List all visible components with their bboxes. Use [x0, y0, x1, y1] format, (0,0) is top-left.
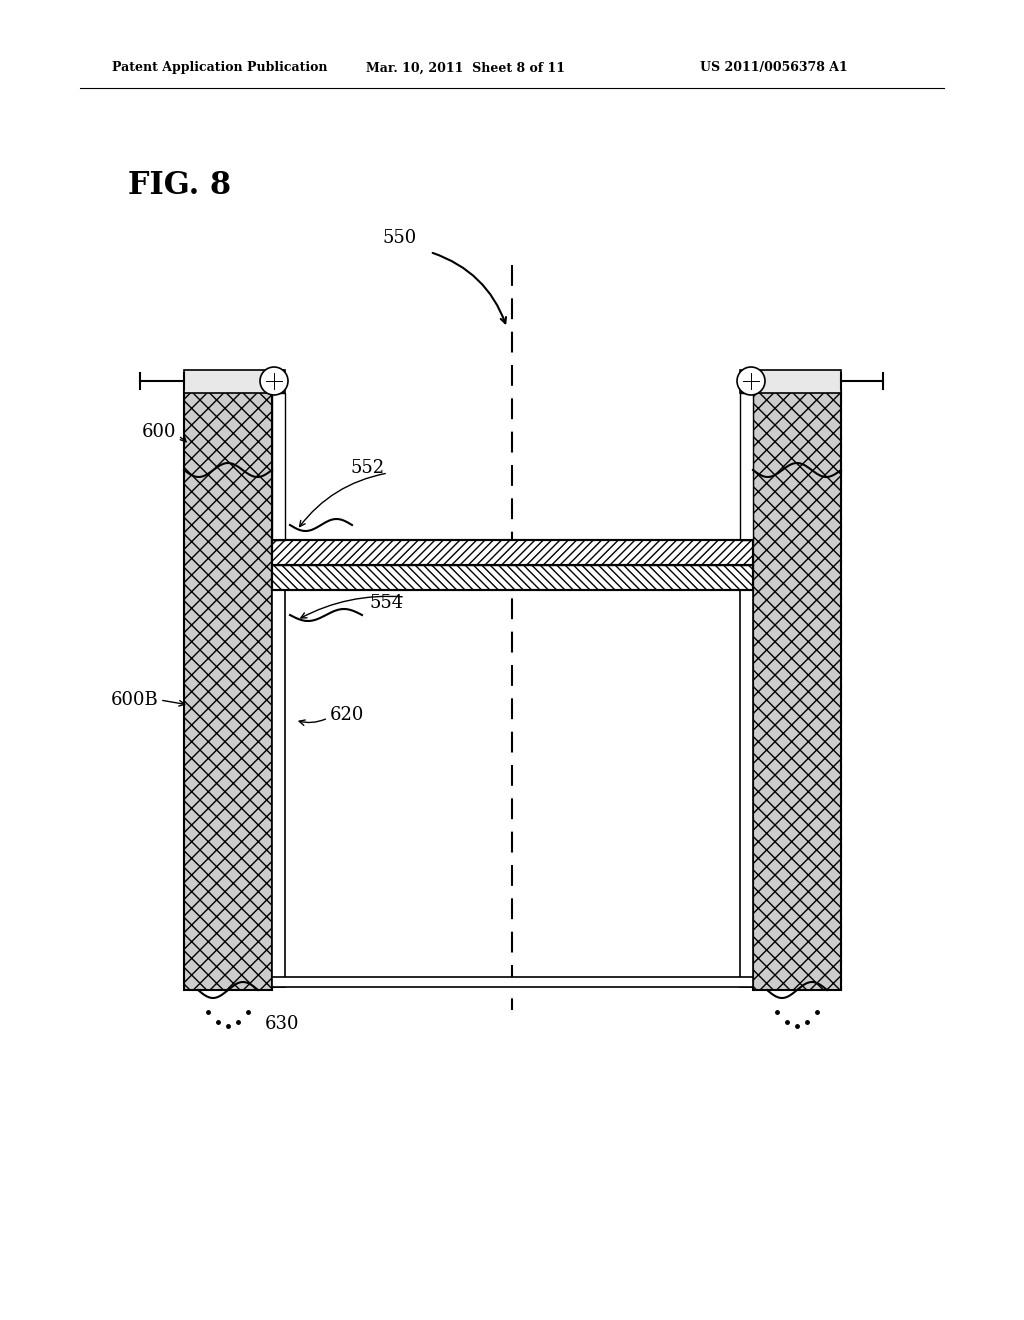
- Text: Patent Application Publication: Patent Application Publication: [112, 62, 328, 74]
- Text: 600B: 600B: [111, 690, 158, 709]
- Text: US 2011/0056378 A1: US 2011/0056378 A1: [700, 62, 848, 74]
- Text: 600: 600: [141, 422, 176, 441]
- Bar: [272, 540, 753, 590]
- Bar: [184, 370, 285, 393]
- Bar: [184, 389, 272, 990]
- Bar: [272, 565, 753, 590]
- Bar: [272, 393, 285, 540]
- Bar: [272, 590, 285, 987]
- Text: 550: 550: [383, 228, 417, 247]
- Bar: [272, 977, 753, 987]
- Text: 552: 552: [351, 459, 385, 477]
- Text: 630: 630: [265, 1015, 299, 1034]
- Bar: [753, 389, 841, 990]
- Bar: [272, 540, 753, 565]
- Text: Mar. 10, 2011  Sheet 8 of 11: Mar. 10, 2011 Sheet 8 of 11: [366, 62, 565, 74]
- Bar: [740, 590, 753, 987]
- Bar: [740, 393, 753, 540]
- Circle shape: [737, 367, 765, 395]
- Bar: [740, 370, 841, 393]
- Text: 554: 554: [370, 594, 404, 612]
- Text: FIG. 8: FIG. 8: [128, 169, 231, 201]
- Text: 620: 620: [330, 706, 365, 723]
- Circle shape: [260, 367, 288, 395]
